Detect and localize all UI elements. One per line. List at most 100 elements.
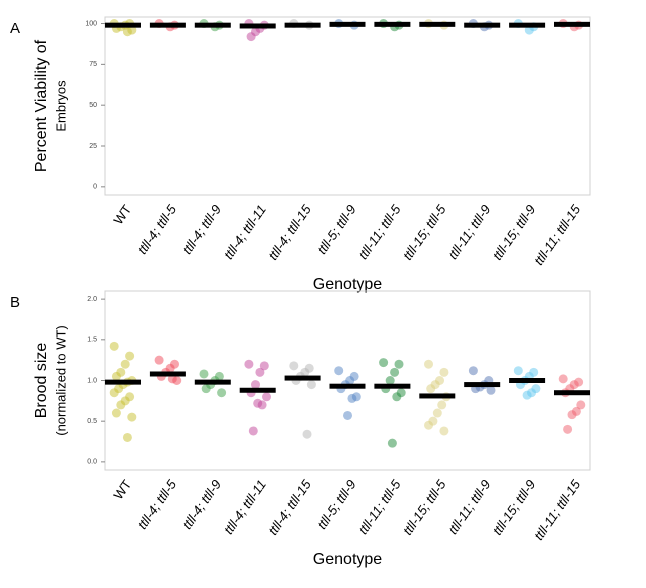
mean-bar [105, 379, 141, 385]
x-tick-label: ttll-4; ttll-5 [135, 476, 180, 531]
x-tick-label: ttll-15; ttll-5 [400, 201, 449, 262]
y-tick-label: 0.5 [87, 418, 97, 425]
mean-bar [284, 22, 321, 28]
x-tick-label: ttll-15; ttll-9 [490, 202, 539, 263]
mean-bar [329, 383, 366, 389]
data-point [486, 385, 496, 395]
x-tick-label: ttll-4; ttll-5 [135, 201, 180, 256]
x-tick-label: ttll-11; ttll-5 [355, 476, 404, 537]
data-point [302, 429, 312, 439]
y-tick-label: 100 [85, 20, 97, 27]
data-point [563, 424, 573, 434]
x-tick-label: ttll-11; ttll-9 [445, 202, 493, 262]
data-point [251, 380, 260, 390]
data-point [259, 361, 269, 371]
y-axis-label: (normalized to WT) [53, 325, 68, 436]
x-axis-label: Genotype [313, 551, 382, 568]
x-tick-label: WT [110, 202, 134, 227]
data-point [262, 392, 271, 402]
data-point [390, 367, 400, 377]
x-tick-label: ttll-4; ttll-11 [221, 477, 269, 537]
panel-label: A [10, 20, 20, 37]
data-point [437, 400, 447, 410]
mean-bar [105, 22, 141, 28]
mean-bar [194, 379, 231, 385]
data-point [522, 390, 532, 400]
data-point [111, 408, 121, 418]
x-tick-label: ttll-11; ttll-5 [355, 201, 404, 262]
data-point [468, 366, 478, 376]
data-point [513, 366, 523, 376]
x-tick-label: ttll-15; ttll-9 [490, 477, 539, 538]
data-point [306, 380, 316, 390]
data-point [244, 359, 254, 369]
x-tick-label: ttll-11; ttll-15 [531, 476, 584, 542]
data-point [255, 367, 265, 377]
data-point [392, 392, 402, 402]
data-point [109, 388, 119, 398]
mean-bar [509, 22, 546, 28]
data-point [253, 398, 263, 408]
x-tick-label: ttll-4; ttll-9 [179, 202, 224, 257]
mean-bar [554, 390, 590, 396]
y-tick-label: 1.5 [87, 337, 97, 344]
y-tick-label: 25 [89, 143, 97, 150]
x-axis-label: Genotype [313, 276, 382, 293]
mean-bar [464, 22, 501, 28]
y-axis-label: Brood size [33, 343, 50, 419]
x-tick-label: ttll-5; ttll-9 [314, 202, 359, 257]
data-point [576, 400, 586, 410]
data-point [109, 341, 119, 351]
data-point [154, 355, 164, 365]
data-point [439, 367, 449, 377]
x-tick-label: ttll-11; ttll-15 [531, 201, 584, 267]
data-point [394, 359, 404, 369]
data-point [116, 400, 126, 410]
y-tick-label: 75 [89, 61, 97, 68]
mean-bar [509, 378, 546, 383]
mean-bar [149, 22, 186, 28]
y-tick-label: 1.0 [87, 377, 97, 384]
data-point [385, 376, 395, 385]
data-point [199, 369, 209, 379]
data-point [567, 410, 577, 420]
x-tick-label: ttll-4; ttll-9 [179, 477, 224, 532]
mean-bar [419, 21, 456, 27]
mean-bar [374, 21, 411, 27]
mean-bar [194, 22, 231, 28]
data-point [248, 426, 258, 436]
mean-bar [239, 387, 276, 393]
x-tick-label: ttll-4; ttll-15 [265, 476, 314, 537]
data-point [424, 420, 433, 430]
panel-label: B [10, 294, 20, 311]
data-point [217, 388, 227, 398]
x-tick-label: ttll-15; ttll-5 [400, 476, 449, 537]
data-point [439, 426, 449, 436]
data-point [111, 371, 121, 381]
data-point [289, 361, 299, 371]
x-tick-label: ttll-11; ttll-9 [445, 477, 493, 537]
mean-bar [554, 21, 590, 27]
data-point [347, 393, 357, 403]
data-point [379, 358, 389, 368]
data-point [125, 351, 135, 361]
mean-bar [239, 23, 276, 29]
plot-frame [104, 16, 591, 196]
mean-bar [329, 21, 366, 27]
mean-bar [374, 383, 411, 389]
mean-bar [284, 375, 321, 381]
data-point [387, 438, 397, 448]
y-tick-label: 0.0 [87, 459, 97, 466]
data-point [120, 359, 130, 369]
x-tick-label: ttll-4; ttll-11 [221, 202, 269, 262]
data-point [343, 410, 352, 420]
y-tick-label: 50 [89, 102, 97, 109]
data-point [432, 408, 442, 418]
data-point [201, 384, 211, 394]
y-tick-label: 0 [93, 184, 97, 191]
data-point [167, 374, 177, 384]
mean-bar [149, 371, 186, 377]
y-tick-label: 2.0 [87, 296, 97, 303]
mean-bar [419, 393, 456, 399]
